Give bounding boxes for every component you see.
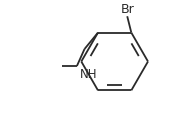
Text: Br: Br <box>120 3 134 16</box>
Text: NH: NH <box>80 68 97 81</box>
